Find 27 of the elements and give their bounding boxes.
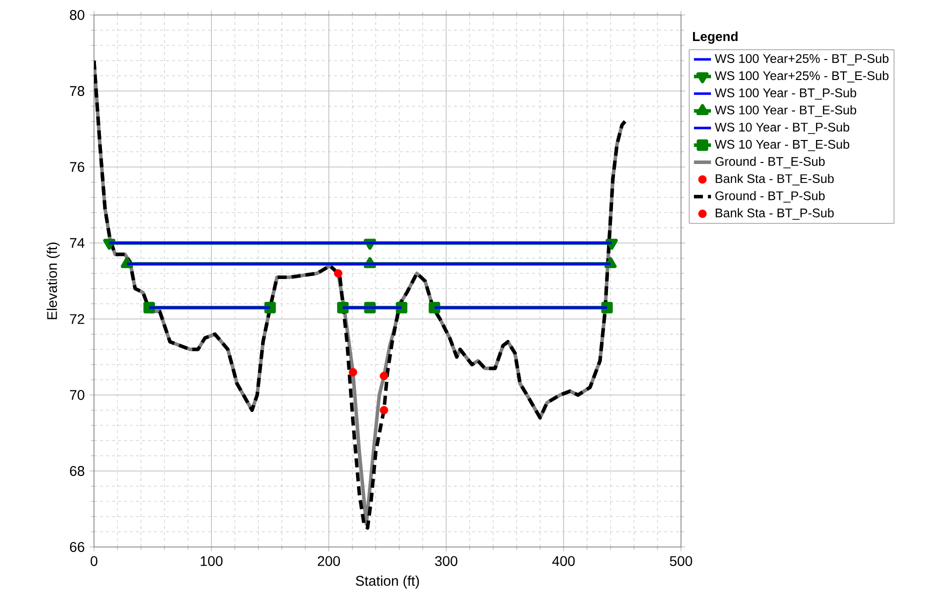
legend-label: WS 100 Year - BT_E-Sub xyxy=(714,105,856,117)
legend-label: WS 100 Year+25% - BT_E-Sub xyxy=(714,70,888,82)
y-tick-label: 76 xyxy=(70,162,84,172)
x-tick-label: 200 xyxy=(318,556,340,566)
x-axis-title: Station (ft) xyxy=(356,576,419,589)
y-tick-label: 68 xyxy=(70,466,84,476)
x-tick-label: 400 xyxy=(552,556,575,566)
x-tick-label: 300 xyxy=(435,556,458,566)
legend-label: Ground - BT_P-Sub xyxy=(715,191,825,203)
y-axis-title: Elevation (ft) xyxy=(46,242,60,320)
y-tick-label: 74 xyxy=(70,238,84,248)
x-tick-label: 500 xyxy=(670,556,692,566)
y-tick-label: 72 xyxy=(70,314,84,324)
legend-label: Ground - BT_E-Sub xyxy=(715,156,825,168)
y-tick-label: 66 xyxy=(70,542,84,552)
legend-label: WS 100 Year - BT_P-Sub xyxy=(714,88,856,100)
legend-label: WS 10 Year - BT_E-Sub xyxy=(714,140,850,152)
x-tick-label: 0 xyxy=(90,556,98,566)
legend-label: WS 100 Year+25% - BT_P-Sub xyxy=(714,54,888,66)
y-tick-label: 70 xyxy=(70,390,84,400)
x-tick-label: 100 xyxy=(200,556,223,566)
legend-label: Bank Sta - BT_P-Sub xyxy=(716,208,834,220)
y-tick-label: 78 xyxy=(70,86,84,96)
legend-label: Bank Sta - BT_E-Sub xyxy=(716,174,834,186)
legend-label: WS 10 Year - BT_P-Sub xyxy=(714,122,850,134)
legend-title: Legend xyxy=(693,32,738,44)
y-tick-label: 80 xyxy=(70,10,84,20)
